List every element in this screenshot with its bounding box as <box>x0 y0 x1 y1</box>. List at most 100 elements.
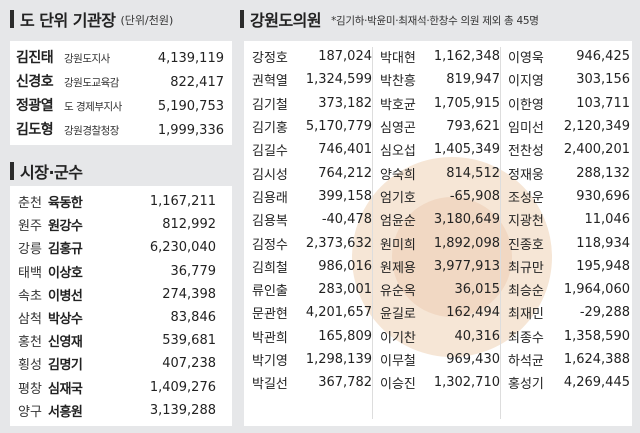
person-name: 권혁열 <box>252 74 288 90</box>
person-name: 조성운 <box>508 190 544 206</box>
mayor-row: 횡성 김명기 407,238 <box>10 352 232 375</box>
column-divider <box>372 47 373 419</box>
mayor-row: 속초 이병선 274,398 <box>10 283 232 306</box>
council-row: 양숙희 814,512 <box>380 161 500 184</box>
asset-value: 1,358,590 <box>563 328 630 344</box>
council-row: 최재민 -29,288 <box>508 301 630 324</box>
person-name: 김진태 <box>16 50 54 66</box>
council-row: 강정호 187,024 <box>252 45 372 68</box>
asset-value: 2,120,349 <box>563 119 630 135</box>
council-row: 김희철 986,016 <box>252 255 372 278</box>
person-name: 심재국 <box>48 381 83 397</box>
asset-value: 1,964,060 <box>563 282 630 298</box>
asset-value: 1,999,336 <box>157 123 224 138</box>
person-name: 엄기호 <box>380 190 416 206</box>
asset-value: 1,705,915 <box>433 95 500 111</box>
person-name: 전찬성 <box>508 144 544 160</box>
person-name: 원제용 <box>380 260 416 276</box>
unit-label: (단위/천원) <box>120 14 174 27</box>
person-name: 김정수 <box>252 237 288 253</box>
person-name: 심오섭 <box>380 144 416 160</box>
asset-value: 1,892,098 <box>433 235 500 251</box>
person-name: 김기철 <box>252 97 288 113</box>
council-header: 강원도의원 *김기하·박윤미·최재석·한창수 의원 제외 총 45명 <box>240 8 539 30</box>
section-bar <box>10 162 14 180</box>
person-name: 유순옥 <box>380 284 416 300</box>
region-label: 태백 <box>18 265 42 281</box>
section-bar <box>10 10 14 28</box>
asset-value: 946,425 <box>576 49 630 65</box>
asset-value: 36,015 <box>454 282 501 298</box>
asset-value: 407,238 <box>162 356 216 372</box>
asset-value: 187,024 <box>318 49 372 65</box>
asset-value: 4,201,657 <box>305 305 372 321</box>
person-name: 박대현 <box>380 51 416 67</box>
person-name: 양숙희 <box>380 167 416 183</box>
person-name: 박길선 <box>252 377 288 393</box>
asset-value: 367,782 <box>318 375 372 391</box>
region-label: 원주 <box>18 219 42 235</box>
council-row: 김용복 -40,478 <box>252 208 372 231</box>
agency-row: 정광열 도 경제부지사 5,190,753 <box>10 95 232 119</box>
asset-value: 118,934 <box>576 235 630 251</box>
asset-value: 812,992 <box>162 217 216 233</box>
region-label: 삼척 <box>18 312 42 328</box>
seal-watermark <box>352 157 552 357</box>
asset-value: 165,809 <box>318 328 372 344</box>
person-name: 홍성기 <box>508 377 544 393</box>
asset-value: 4,139,119 <box>157 51 224 66</box>
person-name: 최승순 <box>508 284 544 300</box>
asset-value: 2,373,632 <box>305 235 372 251</box>
person-name: 이병선 <box>48 288 83 304</box>
person-name: 문관현 <box>252 307 288 323</box>
council-row: 심오섭 1,405,349 <box>380 138 500 161</box>
asset-value: 969,430 <box>446 352 500 367</box>
agency-row: 신경호 강원도교육감 822,417 <box>10 71 232 95</box>
person-name: 최재민 <box>508 307 544 323</box>
council-column-2: 박대현 1,162,348 박찬흥 819,947 박호균 1,705,915 심영곤 793… <box>380 45 500 394</box>
region-label: 횡성 <box>18 358 42 374</box>
asset-value: 103,711 <box>576 95 630 111</box>
council-row: 임미선 2,120,349 <box>508 115 630 138</box>
asset-value: 399,158 <box>318 188 372 204</box>
mayor-row: 평창 심재국 1,409,276 <box>10 376 232 399</box>
person-name: 진종호 <box>508 237 544 253</box>
council-row: 최종수 1,358,590 <box>508 325 630 348</box>
asset-value: 5,190,753 <box>157 99 224 114</box>
council-row: 문관현 4,201,657 <box>252 301 372 324</box>
mayor-row: 강릉 김홍규 6,230,040 <box>10 236 232 259</box>
asset-value: 373,182 <box>318 95 372 111</box>
council-row: 김시성 764,212 <box>252 161 372 184</box>
asset-value: 283,001 <box>318 282 372 298</box>
council-note: *김기하·박윤미·최재석·한창수 의원 제외 총 45명 <box>331 14 539 27</box>
council-row: 박관희 165,809 <box>252 325 372 348</box>
person-name: 심영곤 <box>380 121 416 137</box>
asset-value: 195,948 <box>576 258 630 274</box>
asset-value: 11,046 <box>584 212 631 228</box>
agency-title: 도 단위 기관장 <box>20 11 116 30</box>
person-name: 이승진 <box>380 377 416 393</box>
asset-value: 83,846 <box>170 310 217 326</box>
agency-header: 도 단위 기관장 (단위/천원) <box>10 8 232 30</box>
asset-value: 303,156 <box>576 72 630 88</box>
asset-value: 4,269,445 <box>563 375 630 391</box>
council-row: 이영욱 946,425 <box>508 45 630 68</box>
asset-value: 1,162,348 <box>433 49 500 65</box>
person-position: 강원도지사 <box>64 53 110 65</box>
council-row: 엄기호 -65,908 <box>380 185 500 208</box>
person-name: 이기찬 <box>380 330 416 346</box>
council-title: 강원도의원 <box>250 11 322 30</box>
person-name: 임미선 <box>508 121 544 137</box>
mayors-table: 춘천 육동한 1,167,211 원주 원강수 812,992 강릉 김홍규 6,230,0… <box>10 186 232 426</box>
agency-table: 김진태 강원도지사 4,139,119 신경호 강원도교육감 822,417 정… <box>10 41 232 145</box>
council-row: 박호균 1,705,915 <box>380 92 500 115</box>
person-name: 박관희 <box>252 330 288 346</box>
asset-value: 1,405,349 <box>433 142 500 158</box>
person-name: 정재웅 <box>508 167 544 183</box>
person-name: 김홍규 <box>48 242 83 258</box>
person-name: 김용복 <box>252 214 288 230</box>
section-bar <box>240 10 244 28</box>
person-name: 김희철 <box>252 260 288 276</box>
asset-value: 746,401 <box>318 142 372 158</box>
person-name: 신경호 <box>16 74 54 90</box>
